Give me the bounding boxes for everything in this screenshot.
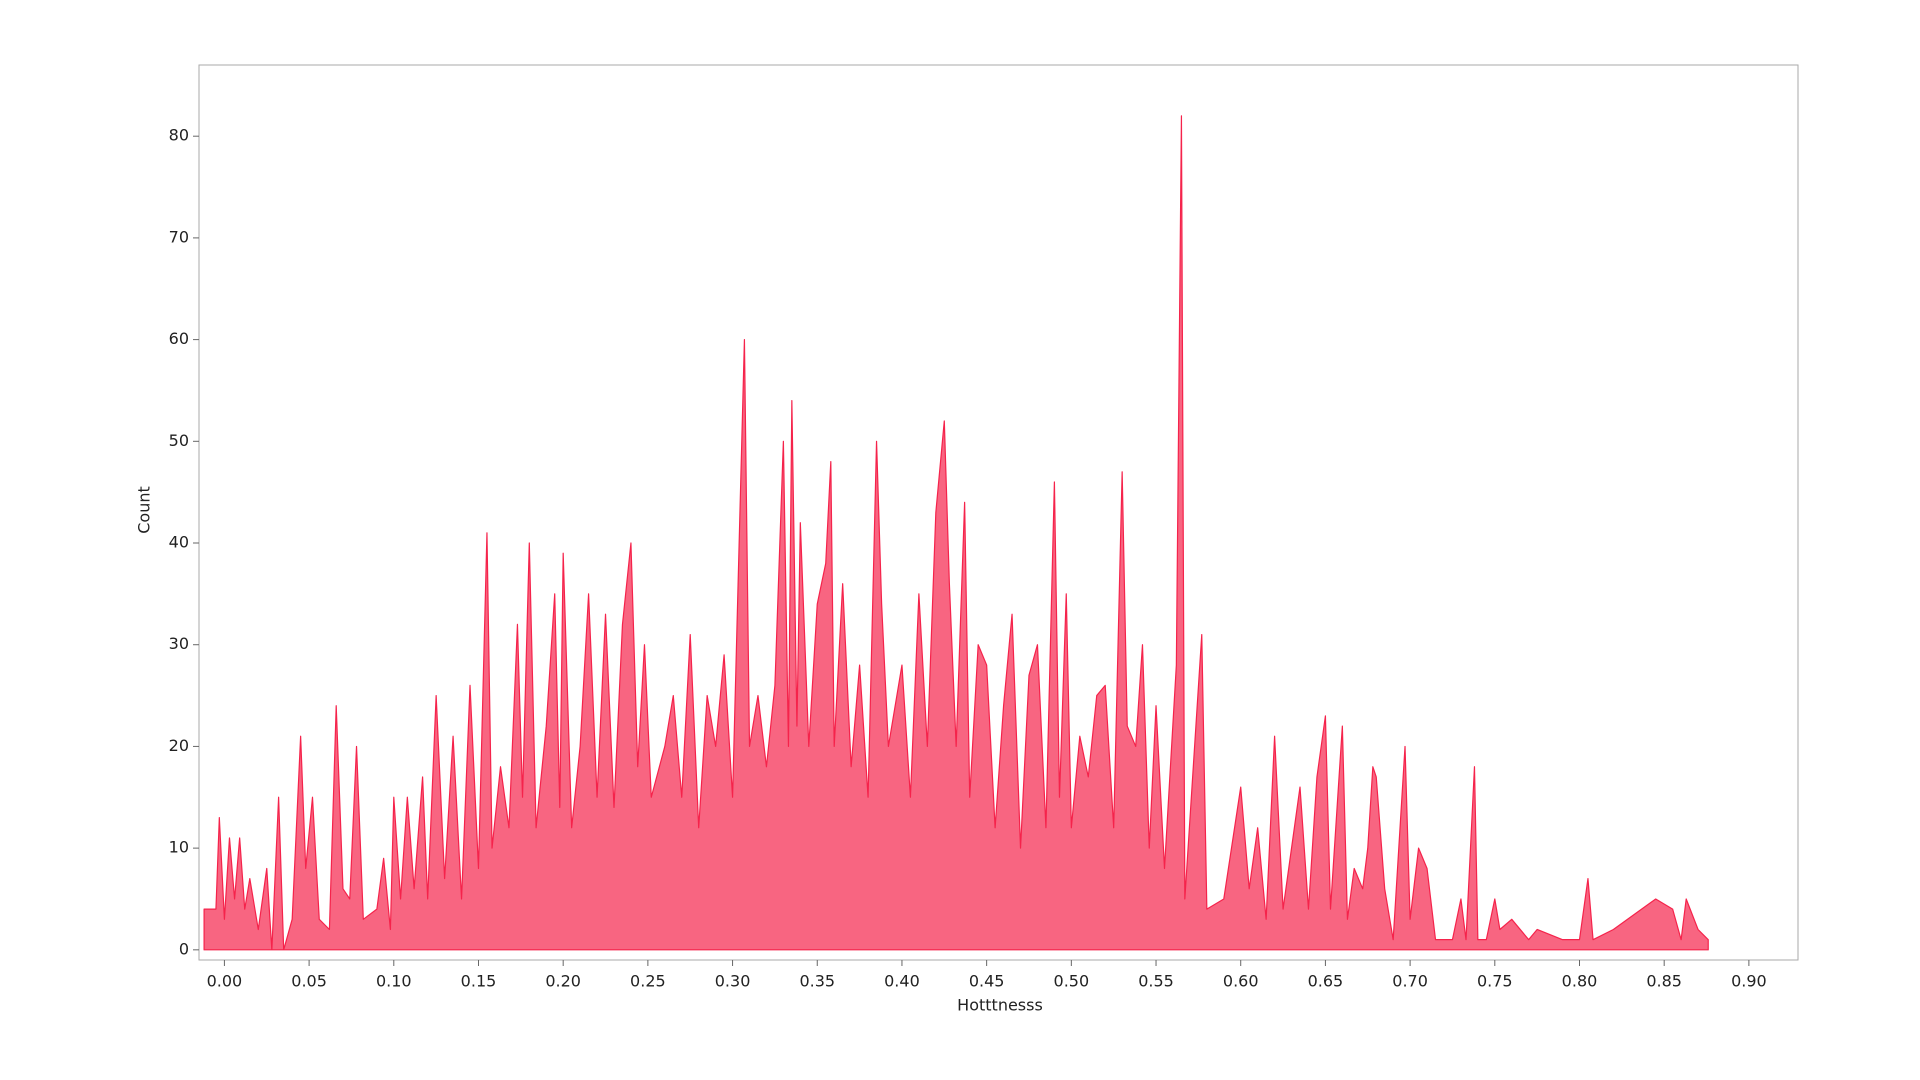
y-tick-label: 50 (169, 431, 189, 450)
x-tick-label: 0.20 (545, 972, 581, 991)
y-axis-label: Count (135, 486, 154, 534)
x-tick-label: 0.10 (376, 972, 412, 991)
x-tick-label: 0.80 (1562, 972, 1598, 991)
x-tick-label: 0.65 (1308, 972, 1344, 991)
x-tick-label: 0.15 (461, 972, 497, 991)
y-tick-label: 0 (179, 939, 189, 958)
y-tick-label: 30 (169, 634, 189, 653)
x-tick-label: 0.55 (1138, 972, 1174, 991)
x-tick-label: 0.35 (799, 972, 835, 991)
x-tick-label: 0.45 (969, 972, 1005, 991)
y-tick-label: 70 (169, 227, 189, 246)
x-tick-label: 0.85 (1646, 972, 1682, 991)
y-tick-label: 20 (169, 736, 189, 755)
x-tick-label: 0.70 (1392, 972, 1428, 991)
x-tick-label: 0.05 (291, 972, 327, 991)
y-tick-label: 10 (169, 838, 189, 857)
x-tick-label: 0.40 (884, 972, 920, 991)
x-tick-label: 0.25 (630, 972, 666, 991)
x-tick-label: 0.50 (1054, 972, 1090, 991)
x-axis-label: Hotttnesss (957, 996, 1043, 1015)
y-tick-label: 80 (169, 126, 189, 145)
y-tick-label: 60 (169, 329, 189, 348)
x-tick-label: 0.90 (1731, 972, 1767, 991)
area (203, 115, 1709, 951)
y-tick-label: 40 (169, 533, 189, 552)
x-tick-label: 0.75 (1477, 972, 1513, 991)
x-tick-label: 0.60 (1223, 972, 1259, 991)
x-tick-label: 0.00 (207, 972, 243, 991)
x-tick-label: 0.30 (715, 972, 751, 991)
